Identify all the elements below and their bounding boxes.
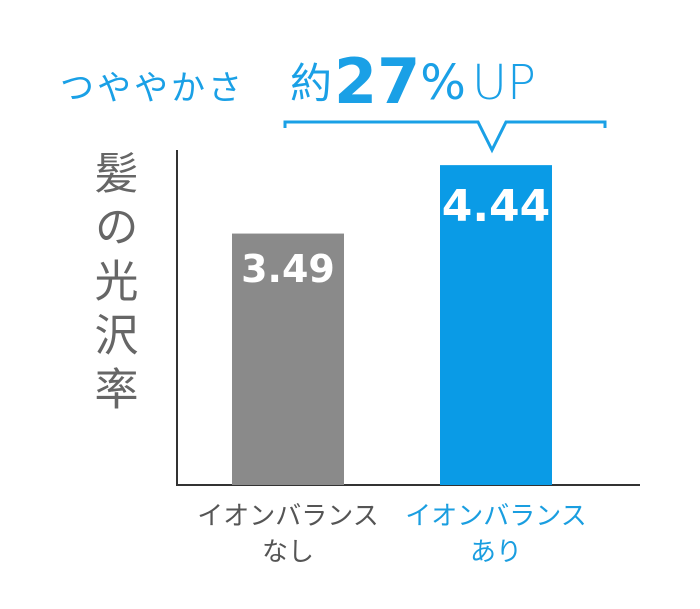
x-tick-label: なし [262, 538, 314, 568]
callout-bracket [283, 120, 607, 154]
x-tick-label: イオンバランス [197, 502, 378, 532]
bar [440, 165, 552, 485]
bar [232, 233, 344, 485]
value-label: 3.49 [241, 247, 335, 291]
x-tick-label: あり [470, 538, 522, 568]
value-label: 4.44 [442, 181, 551, 232]
headline-unit: % [420, 55, 466, 111]
headline-prefix: 約 [290, 59, 332, 108]
y-axis-label: 髪の光沢率 [87, 150, 138, 420]
headline: 約27% UP [290, 45, 536, 118]
headline-lead: つややかさ [60, 69, 245, 109]
headline-figure: 27 [334, 45, 420, 118]
headline-suffix: UP [472, 55, 536, 111]
x-tick-label: イオンバランス [405, 502, 586, 532]
